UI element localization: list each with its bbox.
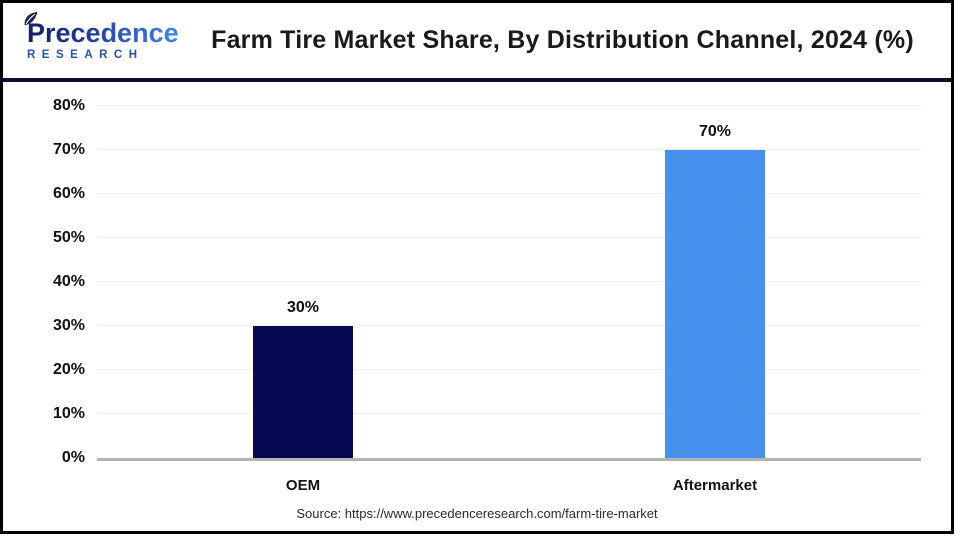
y-tick-label: 80% [52, 97, 85, 114]
chart-title: Farm Tire Market Share, By Distribution … [211, 26, 914, 54]
y-tick-label: 40% [52, 273, 85, 290]
leaf-icon [24, 11, 38, 26]
plot-area: 0% 10% 20% 30% 40% 50% 60% 70% 80% 30% OEM 70% After… [53, 97, 921, 494]
gridline [97, 325, 921, 326]
y-tick-label: 30% [52, 317, 85, 334]
y-tick-label: 70% [52, 141, 85, 158]
y-tick-label: 50% [52, 229, 85, 246]
y-tick-label: 60% [52, 185, 85, 202]
y-tick-label: 20% [52, 361, 85, 378]
gridline [97, 237, 921, 238]
gridline [97, 413, 921, 414]
x-axis-baseline [97, 458, 921, 461]
x-category-label: Aftermarket [672, 477, 758, 494]
gridline [97, 149, 921, 150]
y-tick-label: 0% [61, 449, 85, 466]
gridline [97, 105, 921, 106]
bar-value-label: 30% [286, 299, 320, 316]
y-tick-label: 10% [52, 405, 85, 422]
header: Precedence RESEARCH Farm Tire Market Sha… [3, 3, 951, 82]
gridline [97, 193, 921, 194]
bar-oem [253, 326, 353, 458]
logo-subtitle: RESEARCH [27, 48, 144, 61]
source-text: Source: https://www.precedenceresearch.c… [296, 506, 658, 521]
chart-area: 0% 10% 20% 30% 40% 50% 60% 70% 80% 30% OEM 70% After… [3, 82, 951, 498]
gridline [97, 369, 921, 370]
precedence-research-logo: Precedence RESEARCH [3, 11, 188, 62]
bar-aftermarket [665, 150, 765, 458]
x-category-label: OEM [285, 477, 321, 494]
gridline [97, 281, 921, 282]
logo-wordmark: Precedence [27, 17, 179, 48]
bar-value-label: 70% [698, 123, 732, 140]
